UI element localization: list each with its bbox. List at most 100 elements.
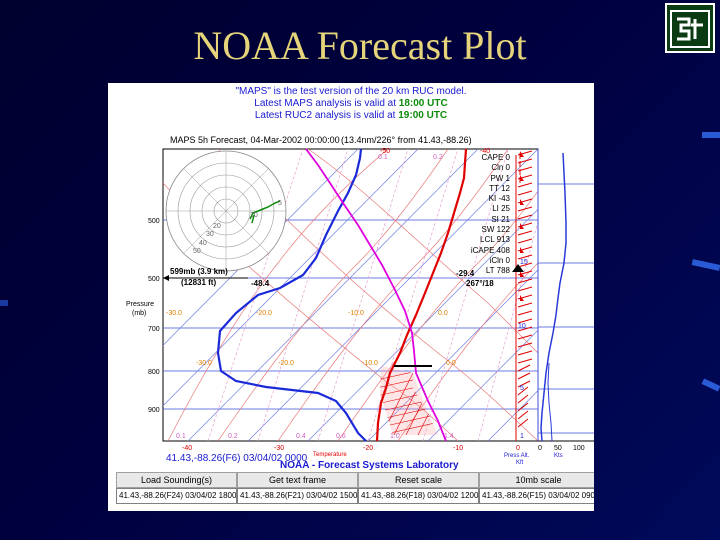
svg-text:0.1: 0.1 (176, 433, 186, 440)
temperature-profile (375, 148, 468, 442)
svg-text:800: 800 (148, 369, 160, 376)
reset-scale-button[interactable]: Reset scale (358, 472, 479, 488)
plot-location: (13.4nm/226° from 41.43,-88.26) (341, 135, 472, 145)
svg-text:267°/18: 267°/18 (466, 279, 494, 288)
svg-text:0: 0 (538, 445, 542, 452)
index-pw: PW 1 (490, 173, 510, 183)
svg-text:1.4: 1.4 (444, 433, 454, 440)
model-note: "MAPS" is the test version of the 20 km … (235, 86, 467, 97)
10mb-scale-button[interactable]: 10mb scale (479, 472, 594, 488)
hodograph: 5 10 20 30 40 50 (165, 150, 287, 272)
svg-text:-30.0: -30.0 (196, 360, 212, 367)
pressure-ticks: 500 500 700 800 900 (148, 218, 160, 414)
slide-decoration (691, 259, 720, 271)
temperature-ticks: -40 -30 -20 -10 0 (182, 445, 520, 452)
svg-text:500: 500 (148, 218, 160, 225)
svg-text:0.1: 0.1 (378, 154, 388, 161)
get-text-frame-button[interactable]: Get text frame (237, 472, 358, 488)
wind-axis-press-alt: Press Alt. (504, 453, 530, 459)
slide-decoration (702, 132, 720, 138)
footer-location: 41.43,-88.26(F6) 03/04/02 0000 (166, 453, 308, 464)
wind-barb-triangles (520, 151, 524, 301)
svg-text:40: 40 (199, 240, 207, 247)
skewt-chart[interactable]: MAPS 5h Forecast, 04-Mar-2002 00:00:00 (… (108, 83, 594, 511)
svg-text:-30.0: -30.0 (166, 310, 182, 317)
sounding-f24-item[interactable]: 41.43,-88.26(F24) 03/04/02 1800 (116, 488, 237, 504)
pressure-axis-label: Pressure (126, 301, 154, 308)
svg-text:15: 15 (520, 259, 528, 266)
mixing-ratio-labels: 0.1 0.2 0.4 0.6 1.0 1.4 0.1 0.2 (176, 154, 454, 440)
wind-speed-ticks: 0 50 100 (538, 445, 585, 452)
temperature-axis-label: Temperature (313, 452, 347, 458)
index-si: SI 21 (491, 214, 510, 224)
svg-text:-10.0: -10.0 (362, 360, 378, 367)
slide-decoration (0, 300, 8, 306)
svg-text:0.2: 0.2 (228, 433, 238, 440)
parcel-profile (305, 148, 447, 442)
ruc2-analysis-time: Latest RUC2 analysis is valid at 19:00 U… (254, 110, 448, 121)
svg-text:-29.4: -29.4 (456, 269, 475, 278)
svg-text:(12831 ft): (12831 ft) (181, 278, 216, 287)
svg-text:20: 20 (213, 223, 221, 230)
svg-text:-40: -40 (182, 445, 192, 452)
wind-axis-kft: Kft (516, 460, 524, 466)
svg-text:100: 100 (573, 445, 585, 452)
index-cape: CAPE 0 (481, 153, 510, 162)
noaa-logo-icon (665, 3, 715, 53)
svg-text:5: 5 (520, 385, 524, 392)
sounding-toolbar: Load Sounding(s) Get text frame Reset sc… (116, 472, 594, 504)
index-lt: LT 788 (485, 266, 510, 276)
index-icin: iCln 0 (489, 255, 510, 265)
footer-lab: NOAA - Forecast Systems Laboratory (280, 460, 459, 471)
svg-text:-20: -20 (363, 445, 373, 452)
svg-text:-40: -40 (480, 148, 490, 155)
svg-text:0.0: 0.0 (446, 360, 456, 367)
sounding-f21-item[interactable]: 41.43,-88.26(F21) 03/04/02 1500 (237, 488, 358, 504)
index-sw: SW 122 (481, 225, 510, 235)
load-soundings-button[interactable]: Load Sounding(s) (116, 472, 237, 488)
sounding-f18-item[interactable]: 41.43,-88.26(F18) 03/04/02 1200 (358, 488, 479, 504)
slide-title: NOAA Forecast Plot (193, 23, 527, 68)
index-tt: TT 12 (489, 183, 510, 193)
wind-profile-grid (538, 183, 594, 434)
svg-text:5: 5 (278, 200, 282, 207)
svg-text:0: 0 (516, 445, 520, 452)
sounding-f15-item[interactable]: 41.43,-88.26(F15) 03/04/02 0900 (479, 488, 594, 504)
svg-text:-50: -50 (380, 148, 390, 155)
slide-decoration (701, 378, 720, 392)
wind-profile-frame (538, 149, 594, 441)
wind-barbs (515, 150, 533, 441)
svg-text:30: 30 (206, 231, 214, 238)
maps-analysis-time: Latest MAPS analysis is valid at 18:00 U… (254, 98, 448, 109)
svg-text:0.6: 0.6 (336, 433, 346, 440)
cursor-marker-icon (512, 264, 524, 272)
index-cin: Cln 0 (491, 163, 510, 173)
index-lcl: LCL 913 (480, 235, 510, 245)
wind-speed-profile (540, 152, 567, 442)
svg-text:-48.4: -48.4 (251, 279, 270, 288)
pressure-axis-unit: (mb) (132, 310, 146, 317)
plot-title: MAPS 5h Forecast, 04-Mar-2002 00:00:00 (170, 135, 340, 145)
wind-direction-profile (547, 362, 553, 442)
svg-text:0.0: 0.0 (438, 310, 448, 317)
svg-text:50: 50 (193, 248, 201, 255)
svg-text:50: 50 (554, 445, 562, 452)
svg-text:500: 500 (148, 276, 160, 283)
svg-text:0.4: 0.4 (296, 433, 306, 440)
background-lines (163, 149, 538, 441)
svg-text:1: 1 (520, 433, 524, 440)
plot-frame (162, 148, 539, 442)
svg-text:-20.0: -20.0 (256, 310, 272, 317)
svg-text:10: 10 (250, 212, 258, 219)
top-isotherm-labels: -50 -40 (380, 148, 490, 155)
svg-text:-30: -30 (274, 445, 284, 452)
svg-text:-10: -10 (453, 445, 463, 452)
wind-axis-kts: Kts (554, 453, 563, 459)
index-icape: iCAPE 408 (470, 245, 510, 255)
isotherm-labels: -30.0 -20.0 -10.0 0.0 -30.0 -20.0 -10.0 … (166, 310, 456, 367)
skewt-panel: "MAPS" is the test version of the 20 km … (108, 83, 594, 511)
index-li: LI 25 (492, 204, 510, 214)
index-ki: KI -43 (488, 194, 510, 204)
stability-indices: CAPE 0 Cln 0 PW 1 TT 12 KI -43 LI 25 SI … (458, 153, 510, 277)
svg-text:0.2: 0.2 (433, 154, 443, 161)
